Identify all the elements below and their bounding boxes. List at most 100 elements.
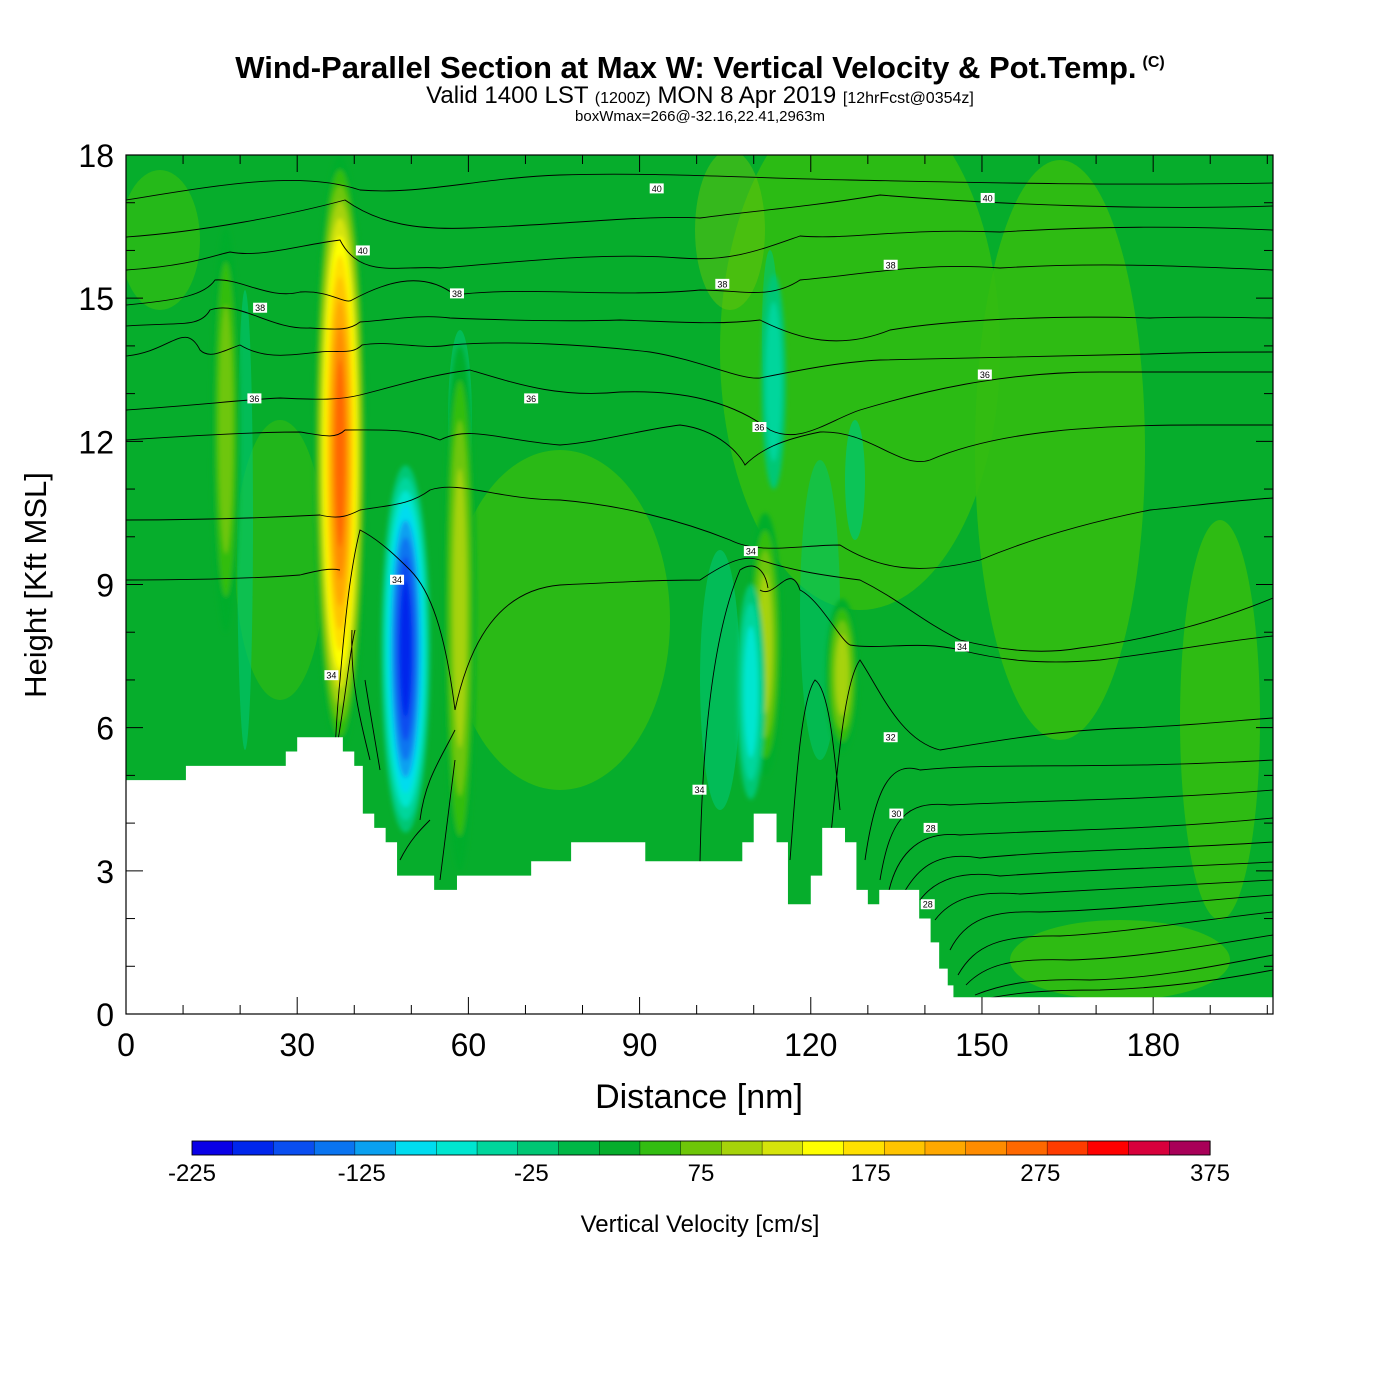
y-tick-label: 6 [96, 711, 114, 747]
x-axis-label: Distance [nm] [595, 1078, 803, 1116]
contour-label-text: 40 [358, 246, 368, 256]
theta-contour-line [879, 789, 1273, 881]
contour-label-text: 38 [717, 279, 727, 289]
theta-contour-line [919, 861, 1273, 901]
velocity-cell-band [218, 304, 233, 554]
chart-subtitle: boxWmax=266@-32.16,22.41,2963m [575, 108, 825, 125]
contour-label-text: 30 [891, 809, 901, 819]
x-tick-label: 30 [279, 1027, 315, 1063]
field-patch [720, 155, 1000, 610]
terrain-mask [126, 737, 1273, 1014]
x-tick-label: 180 [1126, 1027, 1179, 1063]
theta-contour-line [126, 264, 1273, 306]
valid-utc: (1200Z) [594, 90, 651, 107]
theta-contour-line [399, 729, 456, 881]
contour-label-text: 36 [249, 394, 259, 404]
field-patch [695, 155, 765, 310]
colorbar-tick-label: -125 [338, 1160, 386, 1187]
theta-contour-line [899, 841, 1273, 901]
colorbar-frame [191, 1140, 1211, 1156]
contour-label-text: 38 [255, 303, 265, 313]
contour-label: 38 [883, 259, 898, 270]
field-patch [126, 170, 200, 310]
theta-contour-line [337, 629, 381, 771]
y-tick-label: 3 [96, 854, 114, 890]
contour-label: 36 [524, 393, 539, 404]
x-tick-label: 150 [955, 1027, 1008, 1063]
contour-label-text: 34 [326, 671, 336, 681]
field-patch [700, 550, 740, 810]
contour-label: 40 [649, 183, 664, 194]
contour-label: 38 [715, 278, 730, 289]
theta-contour-line [965, 934, 1273, 986]
theta-contour-line [126, 424, 1273, 466]
colorbar: -225 -125 -25 75 175 275 375 [168, 1140, 1230, 1187]
contour-label: 34 [954, 641, 969, 652]
colorbar-swatch [1169, 1140, 1211, 1156]
colorbar-swatch [232, 1140, 275, 1156]
contour-label-text: 40 [652, 184, 662, 194]
y-tick-label: 9 [96, 568, 114, 604]
valid-prefix: Valid 1400 LST [426, 82, 589, 109]
contour-label: 34 [390, 574, 405, 585]
x-tick-label: 90 [622, 1027, 658, 1063]
colorbar-swatch [558, 1140, 600, 1156]
theta-contour-line [887, 817, 1273, 896]
colorbar-swatch [639, 1140, 682, 1156]
theta-contour-line [789, 659, 1273, 861]
theta-contour-line [126, 486, 1273, 569]
theta-contour-line [126, 337, 1273, 379]
contour-label-text: 38 [452, 289, 462, 299]
contour-label-text: 34 [957, 642, 967, 652]
velocity-cells [211, 155, 859, 871]
valid-time-line: Valid 1400 LST (1200Z) MON 8 Apr 2019 [1… [0, 83, 1400, 112]
velocity-cell-band [453, 468, 467, 749]
colorbar-label: Vertical Velocity [cm/s] [581, 1211, 820, 1238]
colorbar-swatch [436, 1140, 478, 1156]
colorbar-swatch [273, 1140, 315, 1156]
x-tick-label: 60 [451, 1027, 487, 1063]
contour-label: 40 [980, 192, 995, 203]
y-axis-label: Height [Kft MSL] [18, 472, 53, 698]
theta-contour-line [126, 369, 1273, 435]
contour-labels: 40 40 40 38 38 38 38 36 36 36 36 34 34 34 34 34 32 30 28 28 [247, 183, 995, 910]
contour-label-text: 32 [886, 733, 896, 743]
plot-area: 40 40 40 38 38 38 38 36 36 36 36 34 34 34 34 34 32 30 28 28 [126, 155, 1273, 1014]
y-tick-label: 12 [78, 424, 114, 460]
colorbar-tick-label: 275 [1020, 1160, 1060, 1187]
contour-label: 36 [752, 422, 767, 433]
theta-contour-line [989, 969, 1273, 999]
theta-contour-line [126, 194, 1273, 238]
colorbar-swatch [599, 1140, 641, 1156]
contour-label: 34 [324, 670, 339, 681]
colorbar-tick-label: -25 [514, 1160, 549, 1187]
velocity-cell-band [399, 580, 412, 718]
theta-contour-line [126, 173, 1273, 201]
theta-contour-line [126, 557, 1273, 711]
colorbar-tick-label: -225 [168, 1160, 216, 1187]
theta-contour-line [949, 894, 1273, 951]
contour-label: 38 [449, 288, 464, 299]
colorbar-swatch [884, 1140, 926, 1156]
contour-label-text: 34 [746, 547, 756, 557]
colorbar-swatch [1087, 1140, 1130, 1156]
contour-label-text: 36 [980, 370, 990, 380]
contour-label: 38 [253, 302, 268, 313]
chart-title: Wind-Parallel Section at Max W: Vertical… [0, 50, 1400, 86]
theta-contour-line [957, 911, 1273, 976]
y-tick-label: 15 [78, 281, 114, 317]
theta-contour-line [864, 759, 1273, 861]
contour-label: 32 [883, 732, 898, 743]
colorbar-swatch [1128, 1140, 1170, 1156]
contour-label: 28 [923, 822, 938, 833]
x-tick-label: 120 [784, 1027, 837, 1063]
field-patch [845, 420, 865, 540]
theta-contour-line [849, 635, 1273, 663]
contour-label: 34 [692, 784, 707, 795]
colorbar-swatch [395, 1140, 437, 1156]
contour-label: 36 [977, 369, 992, 380]
velocity-cell-band [835, 634, 849, 716]
colorbar-swatch [924, 1140, 967, 1156]
